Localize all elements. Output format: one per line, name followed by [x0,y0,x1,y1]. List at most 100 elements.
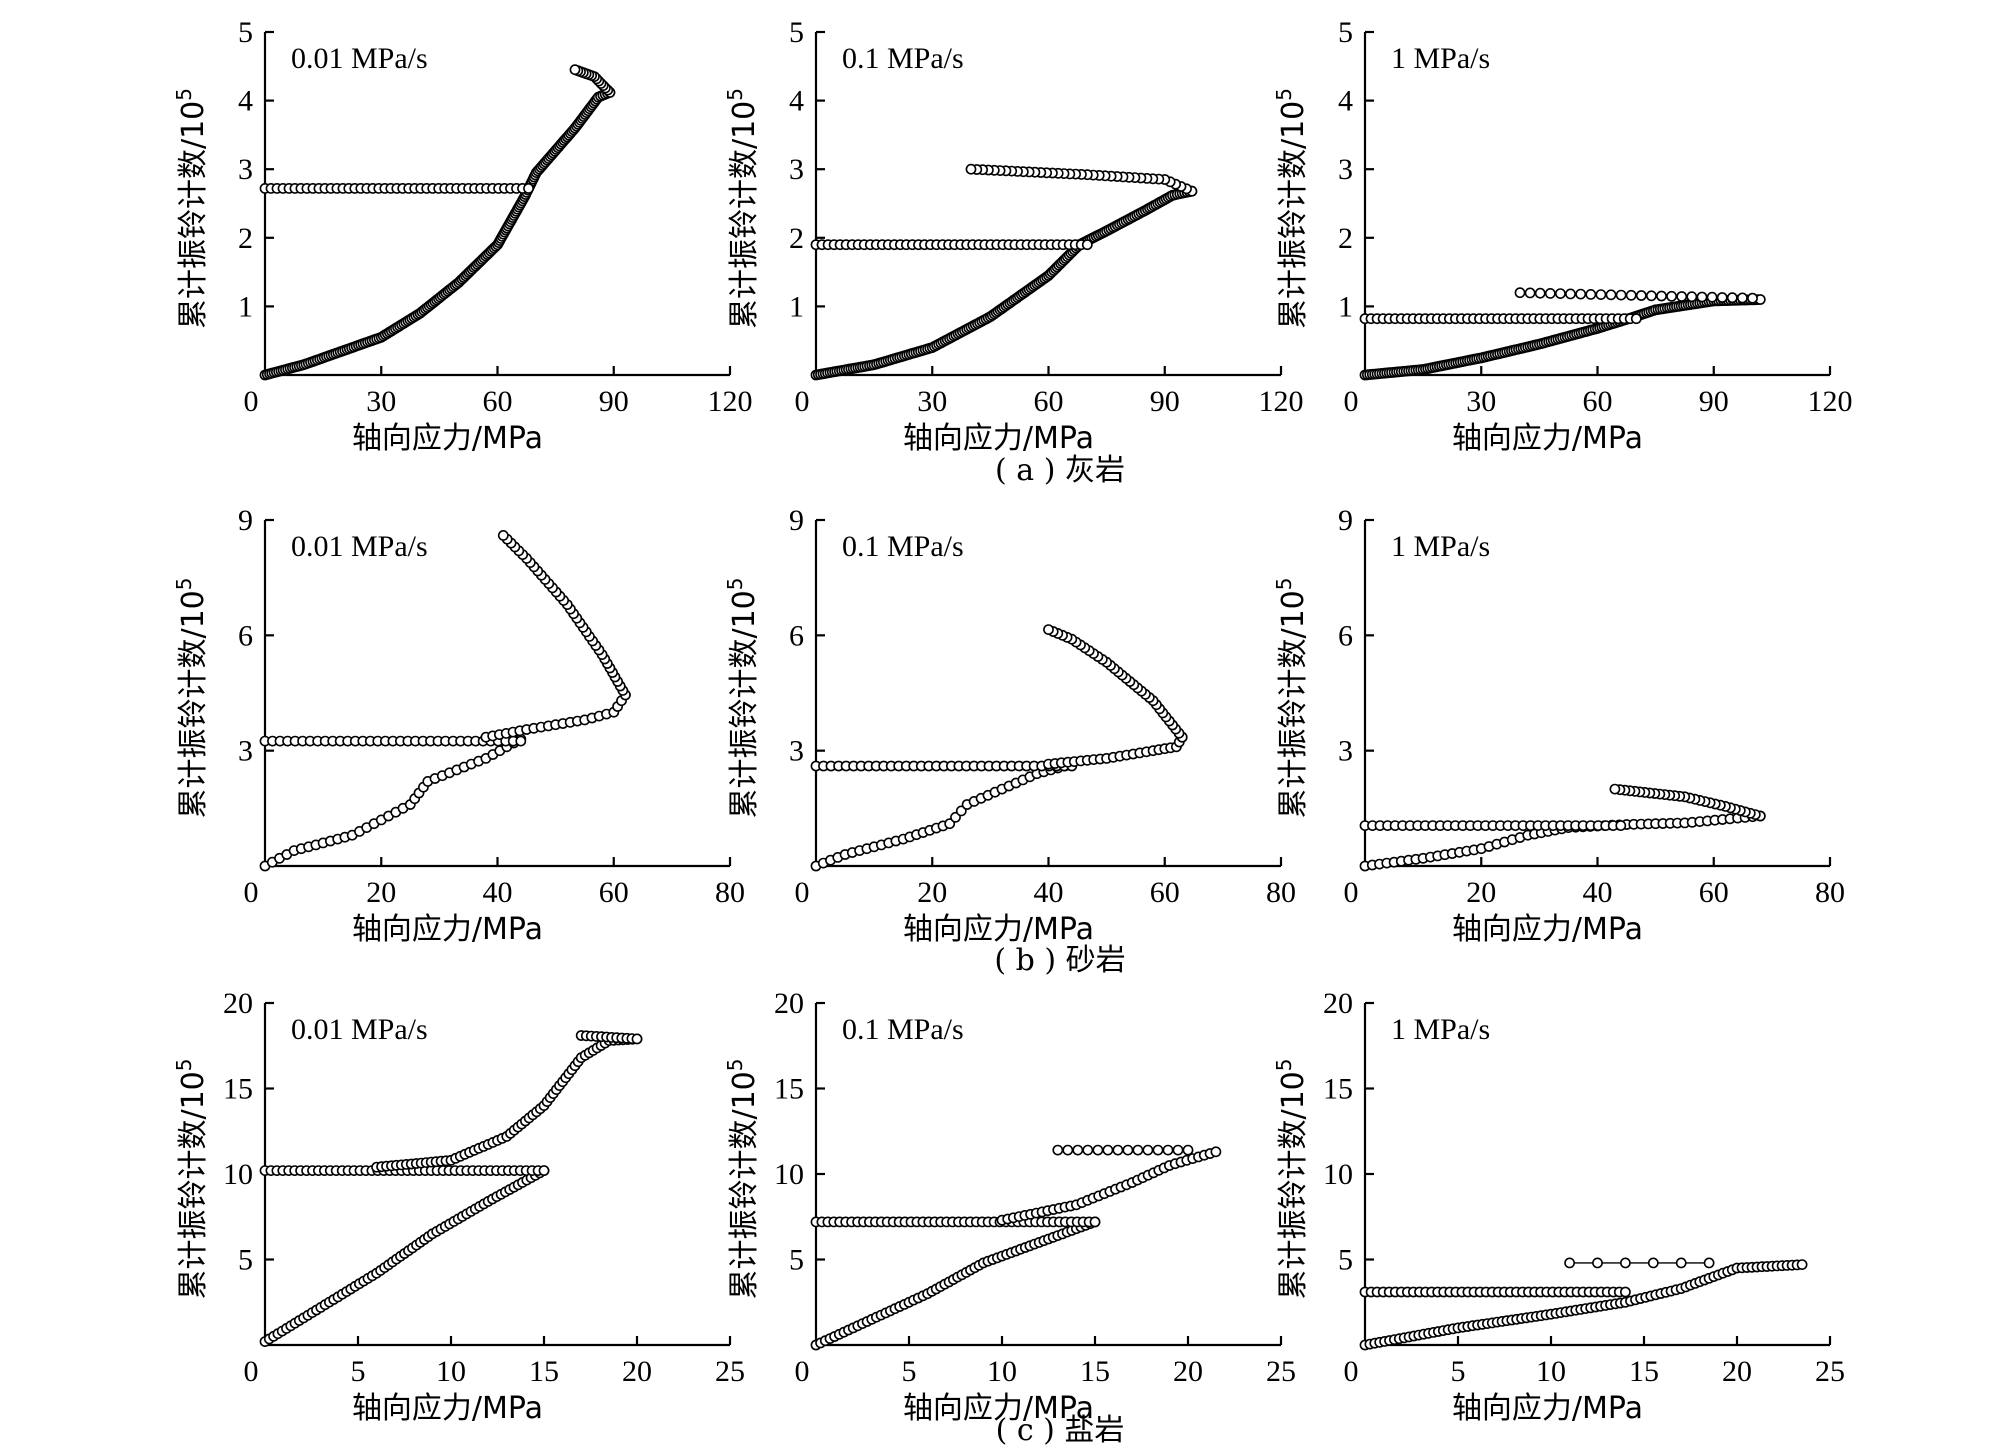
loading-rate-label: 1 MPa/s [1391,42,1490,75]
data-point [1696,291,1708,303]
x-tick-label: 40 [1583,876,1613,909]
y-tick-label: 20 [223,987,253,1020]
x-tick-label: 10 [1536,1355,1566,1388]
data-point [1615,820,1627,831]
loading-rate-label: 1 MPa/s [1391,530,1490,563]
data-point [1122,1144,1134,1156]
x-tick-label: 0 [244,1355,259,1388]
y-axis-title-main: 累计振铃计数/10 [727,101,762,329]
x-tick-label: 0 [795,876,810,909]
x-tick-label: 120 [1808,385,1853,418]
y-axis-title-exponent: 5 [723,88,747,101]
data-point [1796,1259,1808,1270]
y-axis-title-exponent: 5 [172,1058,196,1071]
y-tick-label: 10 [774,1158,804,1191]
x-tick-label: 25 [1266,1355,1296,1388]
x-tick-label: 40 [1034,876,1064,909]
y-axis-title-main: 累计振铃计数/10 [176,1071,211,1299]
x-tick-label: 20 [1722,1355,1752,1388]
data-point [965,163,977,175]
x-tick-label: 5 [902,1355,917,1388]
data-point [1656,290,1667,302]
x-tick-label: 30 [366,385,396,418]
data-point [1747,292,1758,304]
y-tick-label: 5 [1338,16,1353,49]
data-point [1564,1257,1575,1269]
data-point [1142,1144,1154,1156]
y-tick-label: 4 [789,85,804,118]
loading-rate-label: 1 MPa/s [1391,1013,1490,1046]
data-point [1082,1144,1094,1156]
y-axis-title-main: 累计振铃计数/10 [1276,101,1311,329]
y-tick-label: 1 [238,290,253,323]
x-tick-label: 15 [1080,1355,1110,1388]
y-axis-title: 累计振铃计数/105 [1272,577,1311,818]
y-axis-title-exponent: 5 [1272,1058,1296,1071]
x-tick-label: 25 [715,1355,745,1388]
y-tick-label: 20 [774,987,804,1020]
loading-rate-label: 0.1 MPa/s [842,1013,964,1046]
y-axis-title: 累计振铃计数/105 [723,88,762,329]
data-point [1703,1257,1715,1269]
x-tick-label: 60 [1034,385,1064,418]
y-tick-label: 3 [1338,735,1353,768]
axes-frame [263,520,730,868]
x-axis-title: 轴向应力/MPa [903,912,1094,947]
y-tick-label: 1 [1338,290,1353,323]
data-point [1043,624,1054,635]
x-tick-label: 30 [917,385,947,418]
y-tick-label: 3 [789,153,804,186]
data-point [1062,1144,1074,1156]
axes-frame [263,32,730,377]
y-tick-label: 10 [1323,1158,1353,1191]
y-axis-title-main: 累计振铃计数/10 [727,1071,762,1299]
y-tick-label: 1 [789,290,804,323]
x-tick-label: 5 [351,1355,366,1388]
x-tick-label: 15 [1629,1355,1659,1388]
y-tick-label: 9 [1338,504,1353,537]
x-axis-title: 轴向应力/MPa [352,912,543,947]
x-tick-label: 5 [1451,1355,1466,1388]
data-point [1102,1144,1114,1156]
y-axis-title-exponent: 5 [172,88,196,101]
x-tick-label: 120 [1259,385,1304,418]
y-axis-title: 累计振铃计数/105 [1272,1058,1311,1299]
y-tick-label: 2 [1338,222,1353,255]
loading-rate-label: 0.01 MPa/s [291,1013,428,1046]
y-axis-title: 累计振铃计数/105 [172,1058,211,1299]
data-point [1592,1257,1603,1269]
y-axis-title-main: 累计振铃计数/10 [1276,590,1311,818]
x-tick-label: 15 [529,1355,559,1388]
y-axis-title-exponent: 5 [172,577,196,590]
y-axis-title-exponent: 5 [1272,577,1296,590]
data-point [1534,287,1546,299]
y-tick-label: 2 [789,222,804,255]
data-point [1585,288,1597,300]
data-point [523,182,534,194]
x-tick-label: 80 [715,876,745,909]
data-point [1210,1146,1222,1158]
data-point [1605,289,1617,301]
data-point [1620,1286,1631,1298]
x-tick-label: 0 [795,1355,810,1388]
y-tick-label: 9 [238,504,253,537]
data-point [1676,291,1688,302]
x-tick-label: 120 [708,385,753,418]
data-point [1635,290,1647,301]
data-point [1609,783,1621,795]
y-tick-label: 4 [238,85,253,118]
data-point [538,1165,550,1176]
data-point [1630,313,1642,325]
y-tick-label: 15 [774,1073,804,1106]
x-axis-title: 轴向应力/MPa [1452,1391,1643,1426]
data-point [497,530,509,541]
x-tick-label: 20 [1466,876,1496,909]
data-point [1716,292,1728,303]
y-tick-label: 3 [238,735,253,768]
y-tick-label: 6 [1338,619,1353,652]
data-point [1182,1144,1194,1156]
